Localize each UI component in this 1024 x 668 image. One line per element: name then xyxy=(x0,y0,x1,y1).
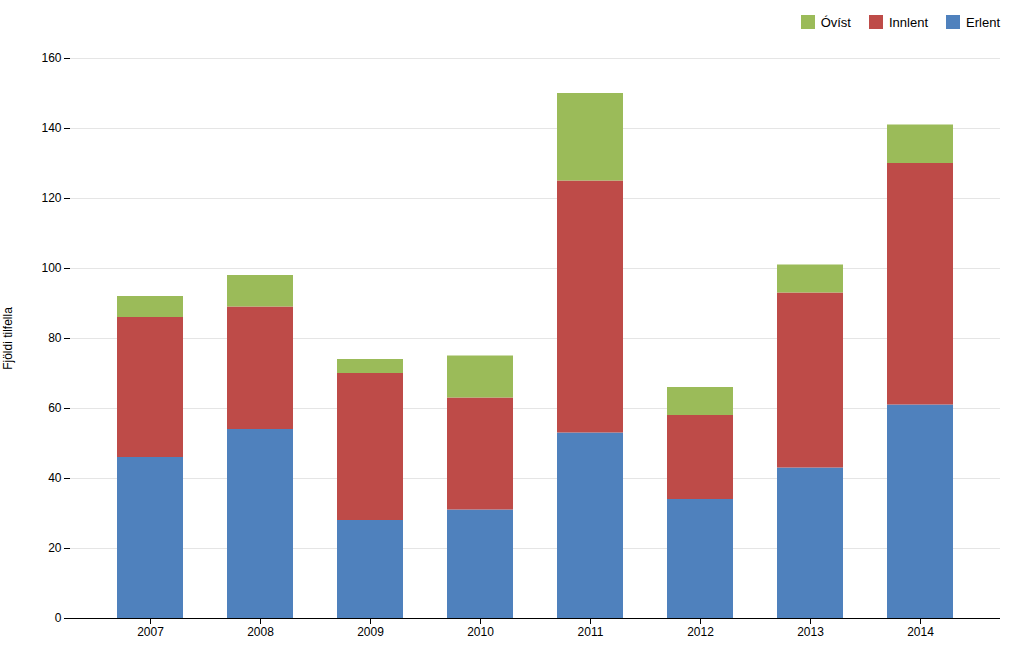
svg-text:100: 100 xyxy=(41,261,61,275)
svg-text:20: 20 xyxy=(48,541,62,555)
svg-text:0: 0 xyxy=(55,611,62,625)
svg-text:Fjöldi tilfella: Fjöldi tilfella xyxy=(1,307,15,370)
svg-text:2009: 2009 xyxy=(357,625,384,639)
svg-text:60: 60 xyxy=(48,401,62,415)
svg-text:2011: 2011 xyxy=(578,625,604,639)
svg-text:2013: 2013 xyxy=(797,625,824,639)
html-text:Innlent: Innlent xyxy=(889,14,928,30)
svg-text:140: 140 xyxy=(41,121,61,135)
html-text:Óvíst: Óvíst xyxy=(820,14,851,30)
svg-text:160: 160 xyxy=(41,51,61,65)
svg-text:40: 40 xyxy=(48,471,62,485)
html-text:Erlent: Erlent xyxy=(966,14,1000,30)
svg-text:2014: 2014 xyxy=(907,625,934,639)
svg-text:80: 80 xyxy=(48,331,62,345)
svg-text:120: 120 xyxy=(41,191,61,205)
svg-text:2010: 2010 xyxy=(467,625,494,639)
svg-text:2007: 2007 xyxy=(137,625,164,639)
svg-text:2012: 2012 xyxy=(687,625,714,639)
svg-text:2008: 2008 xyxy=(247,625,274,639)
